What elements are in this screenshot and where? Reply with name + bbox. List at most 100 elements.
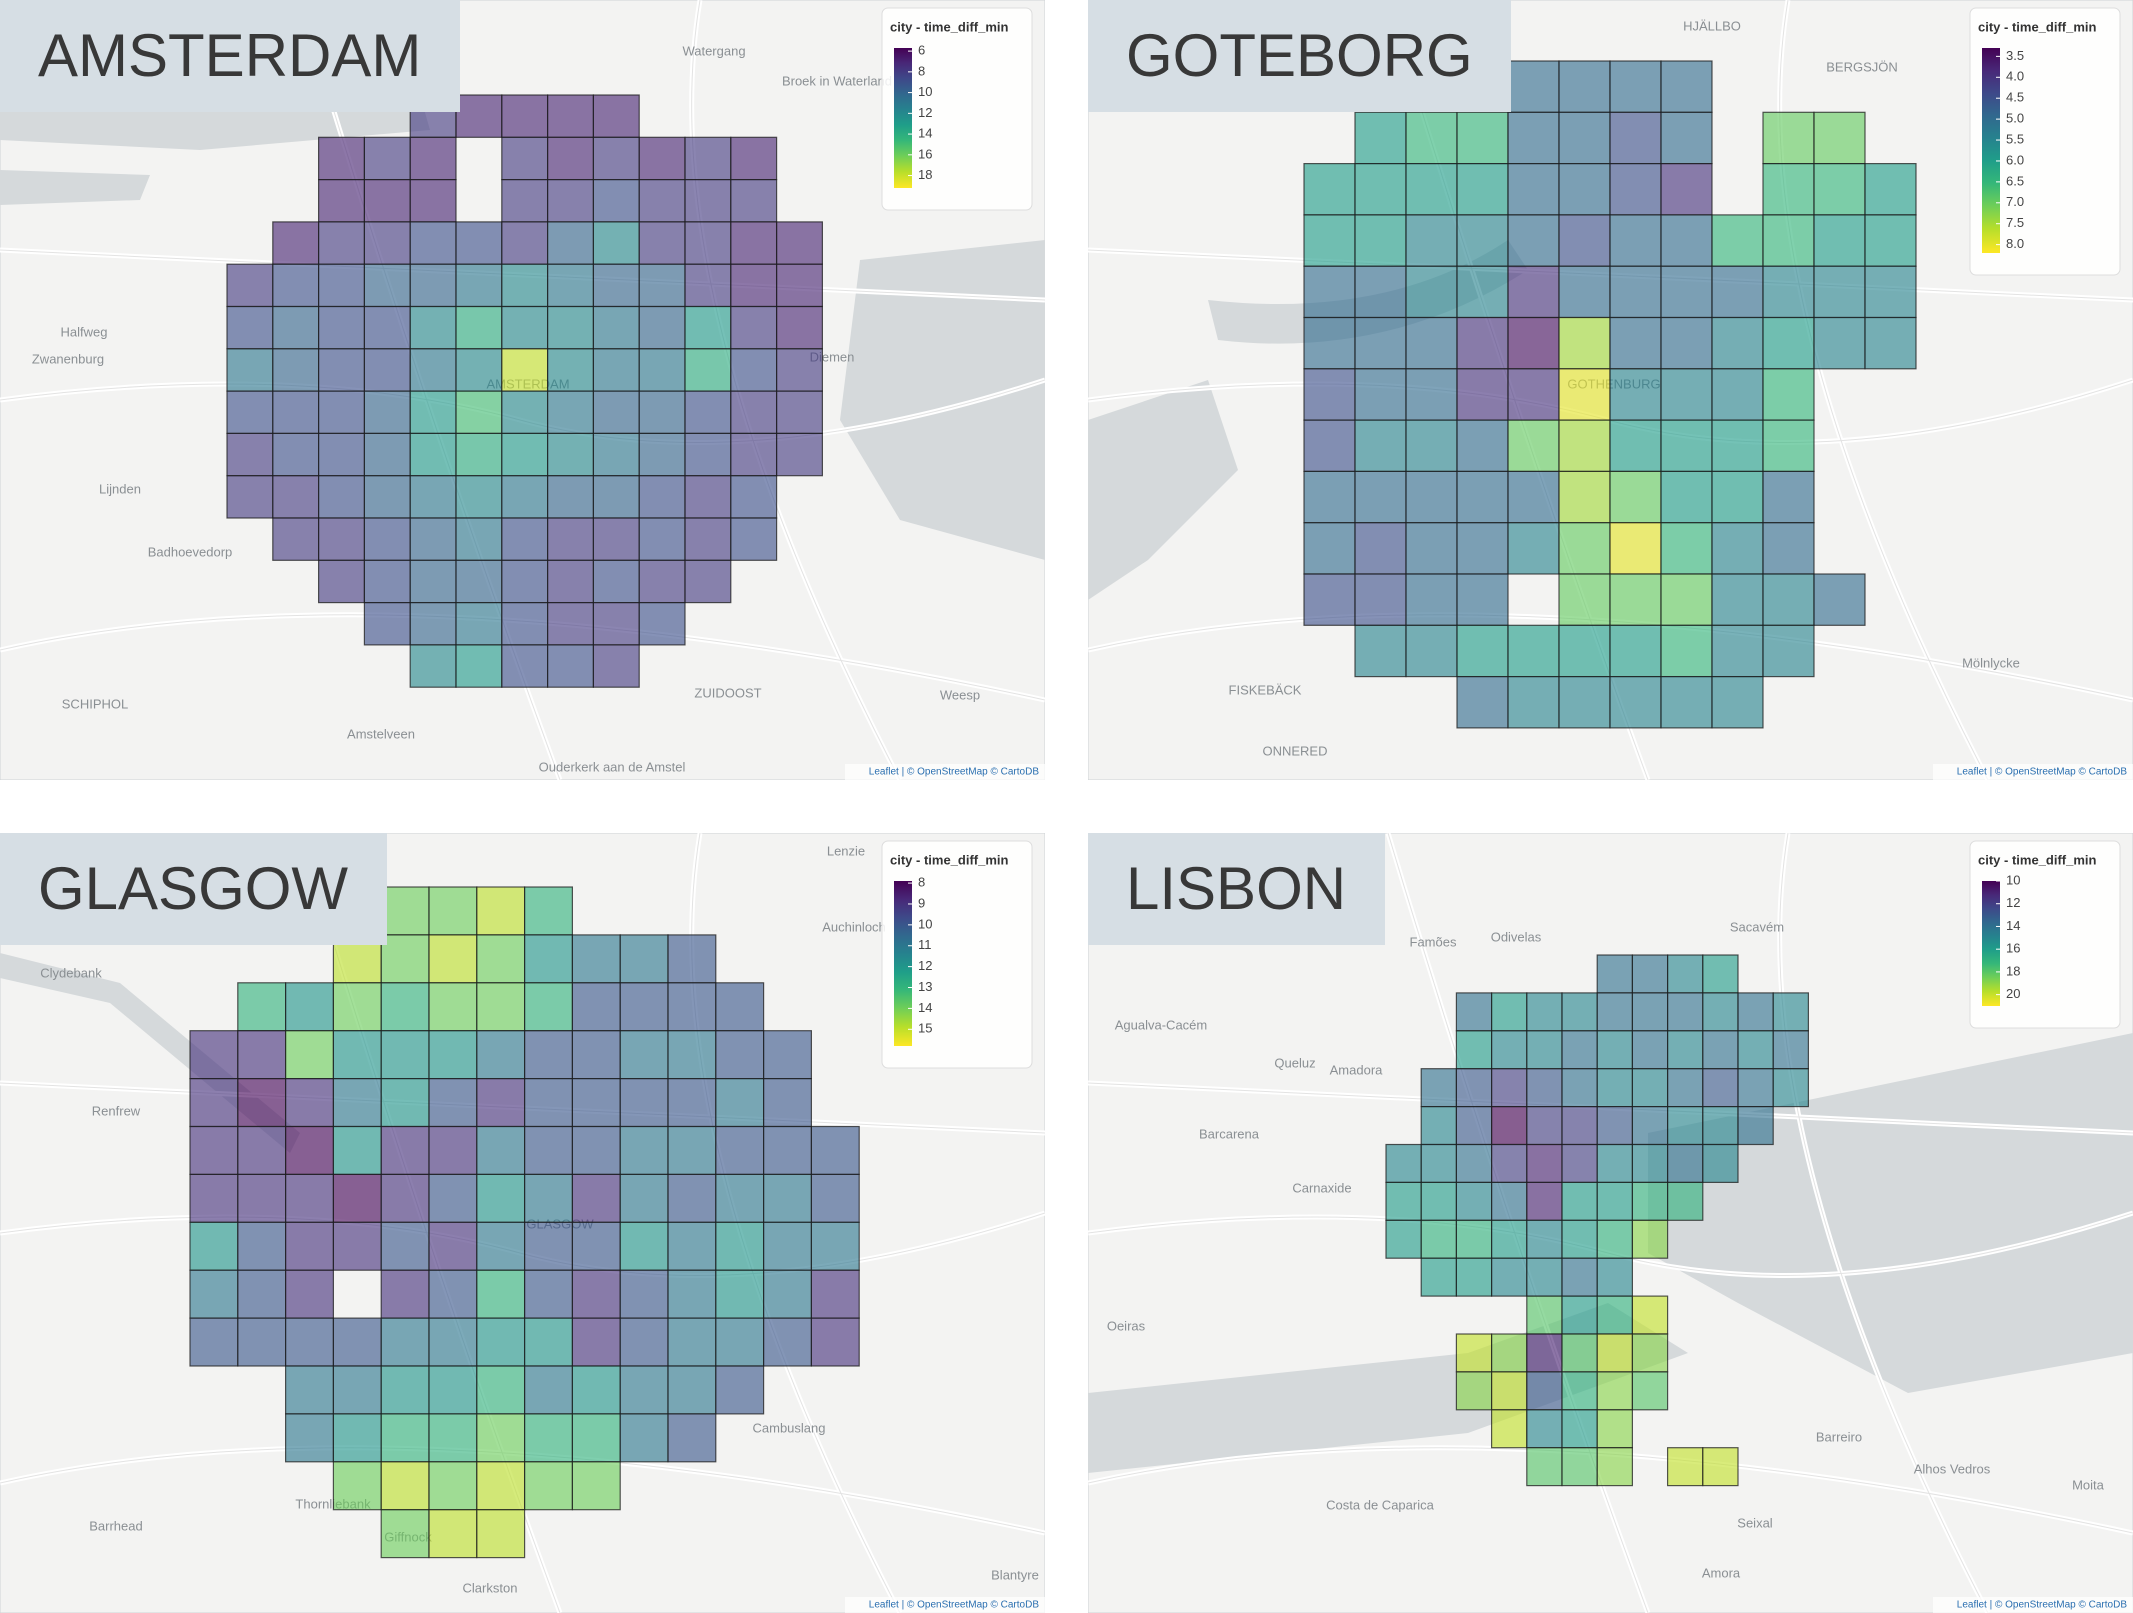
grid-cell — [189, 1078, 239, 1128]
grid-cell — [1558, 368, 1611, 421]
legend-tick-label: 8.0 — [2006, 236, 2024, 251]
grid-cell — [1491, 1181, 1528, 1221]
title-box — [0, 0, 460, 112]
grid-cell — [775, 305, 823, 350]
grid-cell — [546, 644, 594, 688]
grid-cell — [1596, 1409, 1634, 1449]
grid-cell — [237, 1173, 287, 1223]
grid-cell — [318, 475, 366, 519]
grid-cell — [332, 1461, 382, 1511]
grid-cell — [1507, 419, 1560, 473]
grid-cell — [1609, 419, 1662, 473]
grid-cell — [1596, 1295, 1634, 1335]
grid-cell — [428, 982, 478, 1032]
legend-tick-label: 13 — [918, 979, 932, 994]
grid-cell — [476, 1125, 526, 1176]
title-box — [0, 833, 387, 945]
legend-tick-label: 14 — [918, 1000, 932, 1015]
grid-cell — [380, 1509, 430, 1559]
grid-cell — [1666, 992, 1704, 1032]
grid-cell — [1420, 1181, 1458, 1221]
grid-cell — [546, 348, 594, 392]
grid-cell — [409, 390, 457, 435]
grid-cell — [1405, 470, 1458, 524]
grid-cell — [1455, 1219, 1493, 1259]
grid-cell — [762, 1030, 812, 1080]
grid-cell — [318, 517, 366, 561]
colorbar — [1982, 881, 2000, 1006]
grid-cell — [684, 390, 732, 435]
place-label: Lijnden — [99, 481, 141, 496]
grid-cell — [409, 348, 457, 392]
grid-cell — [1354, 419, 1407, 473]
grid-cell — [638, 517, 686, 561]
grid-cell — [1420, 1143, 1458, 1184]
grid-cell — [476, 1078, 526, 1128]
place-label: Auchinloch — [822, 919, 886, 934]
grid-cell — [1596, 1447, 1634, 1487]
grid-cell — [715, 1030, 765, 1080]
grid-cell — [684, 517, 732, 561]
grid-cell — [1666, 1447, 1704, 1487]
grid-cell — [1303, 470, 1356, 524]
grid-cell — [1507, 163, 1560, 216]
grid-cell — [1455, 1333, 1493, 1373]
grid-cell — [619, 1413, 669, 1463]
grid-cell — [638, 432, 686, 477]
grid-cell — [428, 934, 478, 984]
grid-cell — [715, 1173, 765, 1223]
grid-cell — [1813, 111, 1866, 165]
grid-cell — [1491, 992, 1528, 1032]
grid-cell — [1507, 624, 1560, 678]
grid-cell — [1558, 60, 1611, 113]
grid-cell — [1303, 265, 1356, 319]
place-label: HJÄLLBO — [1683, 18, 1741, 33]
grid-cell — [546, 221, 594, 265]
grid-cell — [318, 221, 366, 265]
grid-cell — [476, 886, 526, 936]
grid-cell — [810, 1269, 860, 1319]
grid-cell — [409, 475, 457, 519]
legend-tick-label: 18 — [918, 167, 932, 182]
grid-cell — [715, 1078, 765, 1128]
grid-cell — [363, 305, 411, 350]
grid-cell — [619, 1221, 669, 1271]
grid-cell — [285, 1413, 335, 1463]
grid-cell — [1631, 1068, 1669, 1108]
attribution-box — [1933, 1597, 2133, 1613]
grid-cell — [380, 1413, 430, 1463]
grid-cell — [1455, 1030, 1493, 1070]
grid-cell — [476, 1413, 526, 1463]
grid-cell — [619, 1269, 669, 1319]
grid-cell — [1354, 214, 1407, 267]
grid-cell — [226, 348, 274, 392]
grid-cell — [1526, 1295, 1563, 1335]
grid-cell — [571, 1030, 621, 1080]
grid-cell — [592, 601, 640, 646]
grid-cell — [189, 1269, 239, 1319]
grid-cell — [667, 1413, 717, 1463]
grid-cell — [428, 1078, 478, 1128]
grid-cell — [1507, 368, 1560, 421]
grid-cell — [363, 432, 411, 477]
grid-cell — [684, 305, 732, 350]
grid-cell — [1526, 1371, 1563, 1411]
grid-cell — [409, 432, 457, 477]
grid-cell — [1596, 1068, 1634, 1108]
attribution: Leaflet | © OpenStreetMap © CartoDB — [1957, 1600, 2128, 1611]
grid-cell — [428, 1365, 478, 1415]
panel-title: GOTEBORG — [1126, 22, 1473, 89]
grid-cell — [285, 1269, 335, 1319]
grid-cell — [571, 1461, 621, 1511]
grid-cell — [638, 136, 686, 181]
grid-cell — [318, 559, 366, 604]
attribution-box — [845, 764, 1045, 780]
grid-cell — [523, 1413, 573, 1463]
place-label: Moita — [2072, 1477, 2105, 1492]
grid-cell — [1561, 1106, 1598, 1146]
grid-cell — [380, 934, 430, 984]
grid-cell — [1405, 111, 1458, 165]
grid-cell — [1772, 1030, 1810, 1070]
legend-tick-label: 10 — [918, 916, 932, 931]
grid-cell — [409, 559, 457, 604]
